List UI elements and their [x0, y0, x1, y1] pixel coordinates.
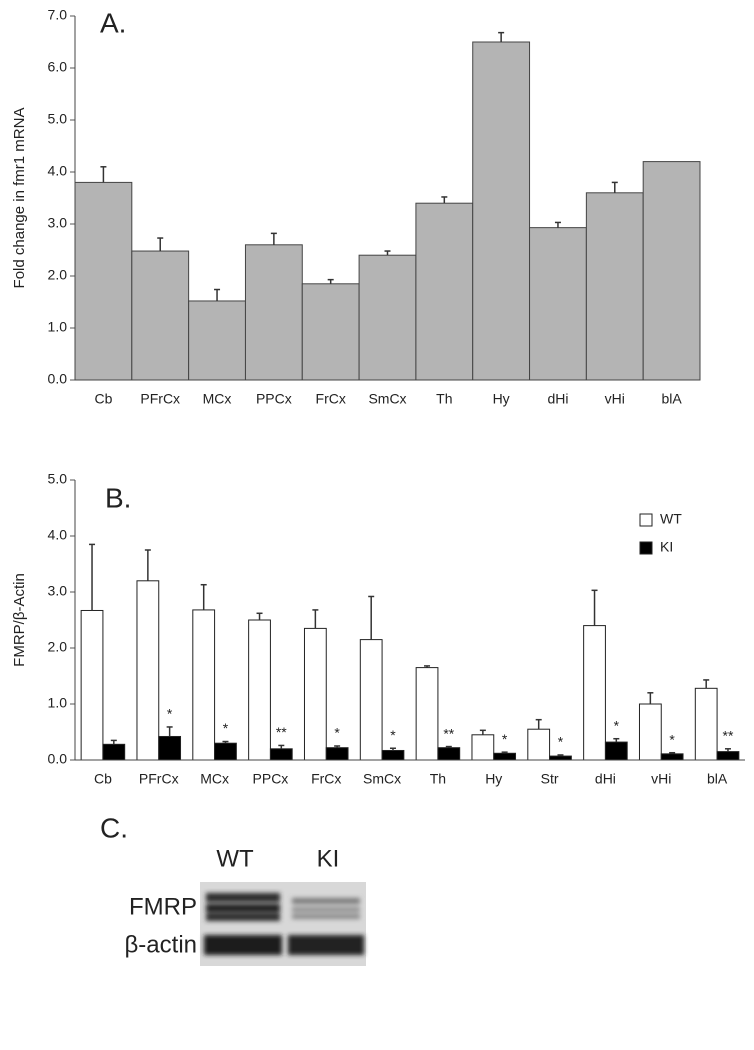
lane-label: KI: [317, 845, 340, 872]
y-tick-label: 4.0: [48, 527, 68, 543]
bar: [529, 227, 587, 381]
significance: *: [669, 731, 675, 747]
x-tick-label: FrCx: [311, 771, 341, 787]
bar: [493, 752, 517, 761]
bar: [642, 161, 701, 381]
bar: [585, 192, 644, 381]
bar: [74, 181, 133, 381]
bar: [192, 609, 216, 761]
bar: [716, 751, 740, 761]
x-tick-label: FrCx: [316, 391, 346, 407]
y-tick-label: 1.0: [48, 319, 68, 335]
bar: [527, 728, 551, 761]
panel-label: B.: [105, 482, 131, 513]
bar: [214, 742, 237, 761]
x-tick-label: SmCx: [363, 771, 401, 787]
bar: [549, 755, 572, 761]
bar: [358, 254, 417, 381]
legend-label: KI: [660, 539, 673, 555]
y-tick-label: 2.0: [48, 639, 68, 655]
x-tick-label: SmCx: [368, 391, 406, 407]
bar: [638, 703, 662, 761]
bar: [471, 734, 495, 761]
bar: [415, 667, 439, 761]
blot-image: [200, 882, 366, 966]
x-tick-label: Cb: [94, 771, 112, 787]
y-tick-label: 4.0: [48, 163, 68, 179]
y-tick-label: 3.0: [48, 215, 68, 231]
x-tick-label: Th: [430, 771, 446, 787]
bar: [248, 619, 271, 761]
x-tick-label: PPCx: [256, 391, 292, 407]
x-tick-label: dHi: [595, 771, 616, 787]
y-tick-label: 0.0: [48, 371, 68, 387]
y-tick-label: 5.0: [48, 471, 68, 487]
x-tick-label: MCx: [200, 771, 229, 787]
bar: [359, 639, 383, 761]
x-tick-label: blA: [707, 771, 728, 787]
bar: [437, 747, 461, 761]
bar: [269, 748, 293, 761]
y-tick-label: 6.0: [48, 59, 68, 75]
x-tick-label: dHi: [547, 391, 568, 407]
x-tick-label: MCx: [203, 391, 232, 407]
panel-label: A.: [100, 7, 126, 38]
x-tick-label: Str: [541, 771, 559, 787]
legend-swatch: [639, 513, 653, 527]
bar: [303, 627, 327, 761]
bar: [131, 250, 190, 381]
x-tick-label: PFrCx: [139, 771, 179, 787]
bar: [301, 283, 360, 381]
bar: [325, 747, 349, 761]
significance: **: [276, 724, 287, 740]
bar: [158, 735, 182, 761]
row-label: FMRP: [129, 893, 197, 920]
x-tick-label: PPCx: [253, 771, 289, 787]
x-tick-label: Hy: [485, 771, 502, 787]
bar: [102, 743, 126, 761]
x-tick-label: Hy: [493, 391, 510, 407]
significance: *: [614, 717, 620, 733]
significance: *: [334, 725, 340, 741]
bar: [472, 41, 531, 381]
x-tick-label: blA: [661, 391, 682, 407]
legend-swatch: [639, 541, 653, 555]
y-tick-label: 1.0: [48, 695, 68, 711]
x-tick-label: Th: [436, 391, 452, 407]
significance: *: [502, 731, 508, 747]
legend-label: WT: [660, 511, 682, 527]
significance: *: [558, 734, 564, 750]
panel-label: C.: [100, 812, 128, 843]
significance: **: [443, 725, 454, 741]
bar: [415, 202, 474, 381]
y-tick-label: 3.0: [48, 583, 68, 599]
bar: [694, 687, 718, 761]
y-axis-label: Fold change in fmr1 mRNA: [11, 108, 28, 289]
significance: *: [223, 720, 229, 736]
bar: [136, 580, 160, 761]
y-axis-label: FMRP/β-Actin: [11, 573, 28, 667]
y-tick-label: 7.0: [48, 7, 68, 23]
bar: [188, 300, 246, 381]
significance: *: [390, 727, 396, 743]
lane-label: WT: [216, 845, 254, 872]
x-tick-label: vHi: [605, 391, 625, 407]
bar: [80, 609, 104, 761]
x-tick-label: Cb: [94, 391, 112, 407]
bar: [583, 625, 606, 761]
x-tick-label: vHi: [651, 771, 671, 787]
significance: **: [723, 728, 734, 744]
bar: [660, 753, 684, 761]
x-tick-label: PFrCx: [140, 391, 180, 407]
y-tick-label: 0.0: [48, 751, 68, 767]
bar: [381, 749, 405, 761]
y-tick-label: 5.0: [48, 111, 68, 127]
bar: [604, 741, 628, 761]
y-tick-label: 2.0: [48, 267, 68, 283]
bar: [244, 244, 303, 381]
row-label: β-actin: [125, 931, 198, 958]
significance: *: [167, 706, 173, 722]
